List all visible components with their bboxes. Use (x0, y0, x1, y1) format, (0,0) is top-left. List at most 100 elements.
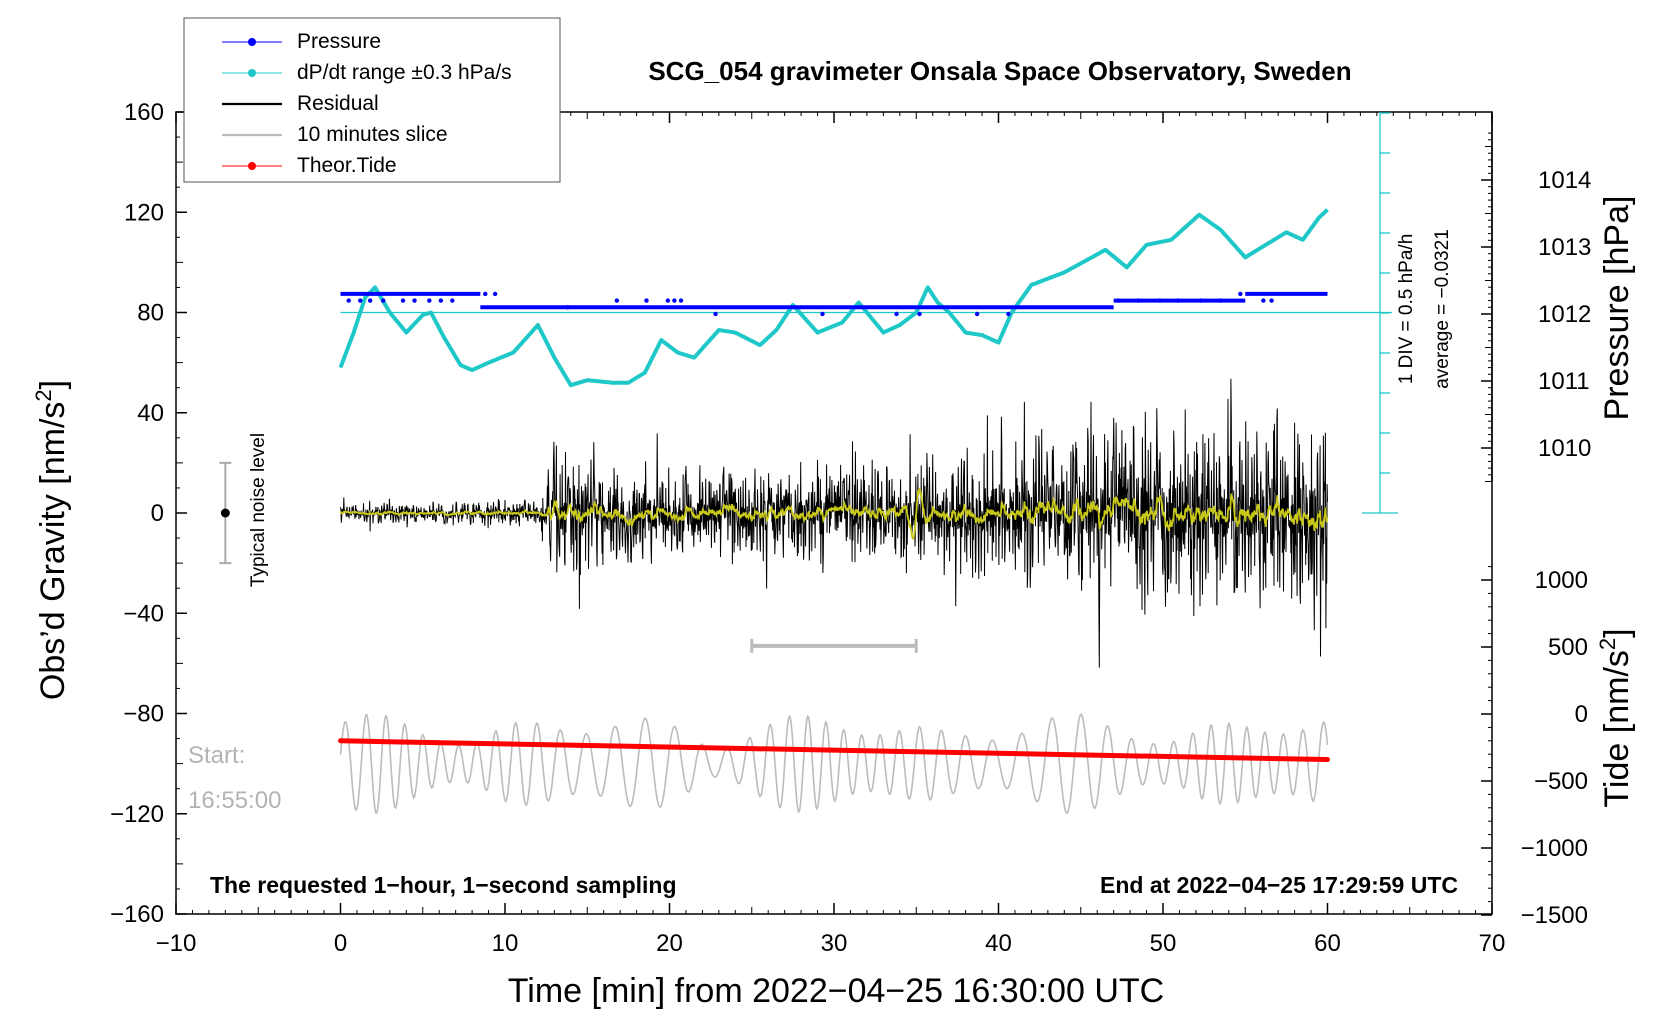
pressure-ticks: 1014 1013 1012 1011 1010 (1481, 112, 1591, 482)
x-tick-label: 20 (656, 930, 683, 957)
tide-ticks: 1000 500 0 −500 −1000 −1500 (1481, 566, 1588, 929)
pressure-dot (1136, 298, 1141, 303)
dpdt-series-layer (338, 208, 1329, 388)
pressure-dot (1157, 298, 1162, 303)
pressure-tick-label: 1012 (1538, 301, 1591, 328)
pressure-dot (713, 311, 718, 317)
pressure-dot (820, 311, 825, 317)
y-axis-title-left: Obs’d Gravity [nm/s2] (31, 380, 72, 700)
legend-swatches (222, 38, 282, 170)
pressure-dot (1116, 298, 1121, 303)
x-tick-label: 40 (985, 930, 1012, 957)
y-tick-label: 80 (137, 300, 164, 327)
start-label: Start: (188, 742, 245, 769)
pressure-dot (917, 311, 922, 317)
pressure-tick-label: 1010 (1538, 435, 1591, 462)
tide-line (338, 738, 1330, 763)
tide-series-layer (338, 738, 1330, 763)
pressure-dot (1175, 298, 1181, 303)
y-axis-title-left-tail: ] (34, 380, 72, 389)
y-tick-label: −40 (123, 600, 164, 627)
y-tick-label: −160 (110, 901, 164, 928)
average-text: average = −0.0321 (1432, 229, 1453, 389)
noise-level-label: Typical noise level (248, 433, 269, 587)
x-tick-label: 30 (821, 930, 848, 957)
pressure-dot (1198, 298, 1204, 303)
y-tick-label: −120 (110, 801, 164, 828)
x-tick-label: 0 (334, 930, 347, 957)
y-tick-label: −80 (123, 701, 164, 728)
y-tick-label: 40 (137, 400, 164, 427)
legend-swatch-dot (248, 162, 256, 170)
legend-swatch-dot (248, 69, 256, 77)
legend-label-slice: 10 minutes slice (297, 123, 448, 146)
pressure-dot (438, 298, 444, 303)
x-tick-label: −10 (156, 930, 197, 957)
pressure-dot (427, 298, 432, 303)
y-tick-label: 160 (124, 99, 164, 126)
noise-bar-center-dot (220, 508, 230, 518)
y-tick-label: 0 (151, 500, 164, 527)
pressure-dot (412, 298, 417, 303)
pressure-dot (565, 305, 570, 310)
pressure-dot (1218, 298, 1223, 303)
y-axis-title-left-sup: 2 (31, 389, 56, 401)
annotations-layer (219, 461, 232, 565)
legend-label-pressure: Pressure (297, 30, 381, 53)
y-axis-title-tide-tail: ] (1598, 628, 1636, 637)
pressure-dot (358, 298, 363, 303)
tide-tick-label: −1500 (1521, 902, 1588, 929)
tide-tick-label: 500 (1548, 634, 1588, 661)
y-axis-title-left-base: Obs’d Gravity [nm/s (34, 402, 72, 701)
bottom-left-note: The requested 1−hour, 1−second sampling (210, 872, 677, 898)
pressure-dot (614, 298, 620, 303)
y-tick-label: 120 (124, 199, 164, 226)
pressure-dot (672, 298, 677, 303)
x-tick-label: 10 (492, 930, 519, 957)
tide-tick-label: 1000 (1535, 567, 1588, 594)
legend-label-tide: Theor.Tide (297, 154, 397, 177)
pressure-dot (483, 291, 488, 297)
dpdt-line (338, 208, 1329, 388)
pressure-dot (1261, 298, 1266, 303)
pressure-dot (678, 298, 684, 303)
x-ticks: −10 0 10 20 30 40 50 60 70 (156, 112, 1506, 957)
legend-label-residual: Residual (297, 92, 379, 115)
bottom-right-note: End at 2022−04−25 17:29:59 UTC (1100, 872, 1458, 898)
pressure-dot (346, 298, 351, 303)
pressure-dot (974, 311, 980, 317)
x-tick-label: 60 (1314, 930, 1341, 957)
y-axis-title-tide: Tide [nm/s2] (1595, 628, 1636, 807)
pressure-dot (894, 311, 899, 317)
legend: Pressure dP/dt range ±0.3 hPa/s Residual… (183, 17, 561, 183)
pressure-dot (1238, 291, 1243, 297)
x-axis-title: Time [min] from 2022−04−25 16:30:00 UTC (508, 972, 1164, 1010)
slice-series-layer (339, 638, 1329, 815)
legend-swatch-dot (248, 38, 256, 46)
tide-tick-label: −1000 (1521, 835, 1588, 862)
start-time: 16:55:00 (188, 787, 281, 814)
residual-filtered-line (339, 487, 1329, 541)
pressure-dot (1269, 298, 1274, 303)
legend-box (183, 17, 561, 183)
pressure-tick-label: 1013 (1538, 234, 1591, 261)
legend-label-dpdt: dP/dt range ±0.3 hPa/s (297, 61, 512, 84)
pressure-dot (381, 298, 386, 303)
tide-tick-label: 0 (1575, 701, 1588, 728)
y-axis-title-tide-base: Tide [nm/s (1598, 650, 1636, 807)
slice-line (339, 713, 1329, 815)
pressure-tick-label: 1011 (1538, 368, 1590, 395)
pressure-dot (367, 298, 373, 303)
x-tick-label: 70 (1479, 930, 1506, 957)
chart-title: SCG_054 gravimeter Onsala Space Observat… (648, 56, 1351, 86)
pressure-dot (1006, 311, 1011, 317)
tide-tick-label: −500 (1534, 768, 1588, 795)
x-tick-label: 50 (1150, 930, 1177, 957)
pressure-dot (644, 298, 649, 303)
pressure-dot (665, 298, 671, 303)
y-ticks-left: 160 120 80 40 0 −40 −80 −120 −160 (110, 99, 187, 928)
pressure-tick-label: 1014 (1538, 167, 1591, 194)
y-axis-title-pressure: Pressure [hPa] (1598, 196, 1636, 421)
y-axis-title-tide-sup: 2 (1595, 638, 1620, 650)
